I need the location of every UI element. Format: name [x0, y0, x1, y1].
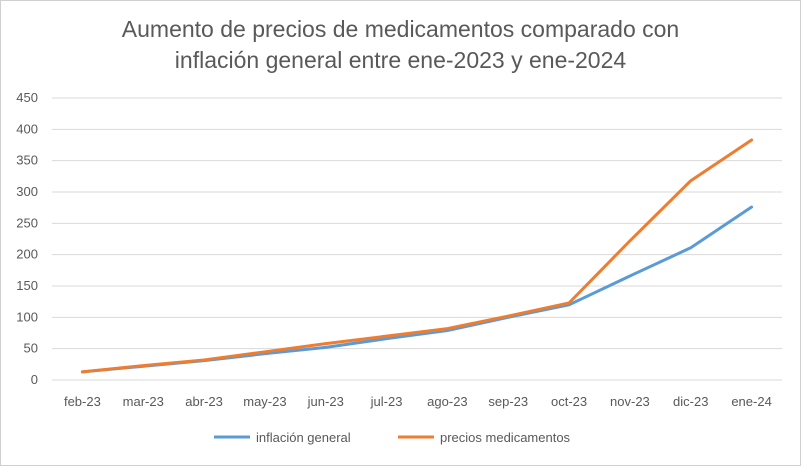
x-tick-label: feb-23	[64, 394, 101, 409]
series-lines	[80, 138, 754, 374]
x-tick-label: jun-23	[307, 394, 344, 409]
x-tick-label: sep-23	[488, 394, 528, 409]
y-tick-label: 200	[16, 247, 38, 262]
chart-title: Aumento de precios de medicamentos compa…	[0, 14, 801, 76]
y-tick-label: 400	[16, 121, 38, 136]
gridlines	[52, 97, 782, 381]
x-tick-label: mar-23	[123, 394, 164, 409]
x-tick-label: abr-23	[185, 394, 223, 409]
y-axis-ticks: 0 50 100 150 200 250 300 350 400 450	[16, 90, 38, 387]
x-tick-label: ene-24	[731, 394, 771, 409]
legend-label-1: inflación general	[256, 430, 351, 445]
x-tick-label: oct-23	[551, 394, 587, 409]
x-tick-label: dic-23	[673, 394, 708, 409]
series-line-2	[80, 138, 754, 374]
chart-title-line-2: inflación general entre ene-2023 y ene-2…	[174, 47, 627, 73]
x-tick-label: may-23	[243, 394, 286, 409]
legend-label-2: precios medicamentos	[440, 430, 571, 445]
x-axis-ticks: feb-23 mar-23 abr-23 may-23 jun-23 jul-23 ago-…	[64, 394, 772, 409]
y-tick-label: 350	[16, 153, 38, 168]
y-tick-label: 50	[24, 341, 38, 356]
y-tick-label: 0	[31, 372, 38, 387]
chart-title-line-1: Aumento de precios de medicamentos compa…	[121, 16, 680, 42]
x-tick-label: ago-23	[427, 394, 467, 409]
y-tick-label: 450	[16, 90, 38, 105]
y-tick-label: 250	[16, 215, 38, 230]
x-tick-label: nov-23	[610, 394, 650, 409]
y-tick-label: 100	[16, 309, 38, 324]
legend: inflación general precios medicamentos	[214, 430, 571, 445]
x-tick-label: jul-23	[370, 394, 403, 409]
y-tick-label: 300	[16, 184, 38, 199]
y-tick-label: 150	[16, 278, 38, 293]
series-line-1	[80, 205, 754, 374]
